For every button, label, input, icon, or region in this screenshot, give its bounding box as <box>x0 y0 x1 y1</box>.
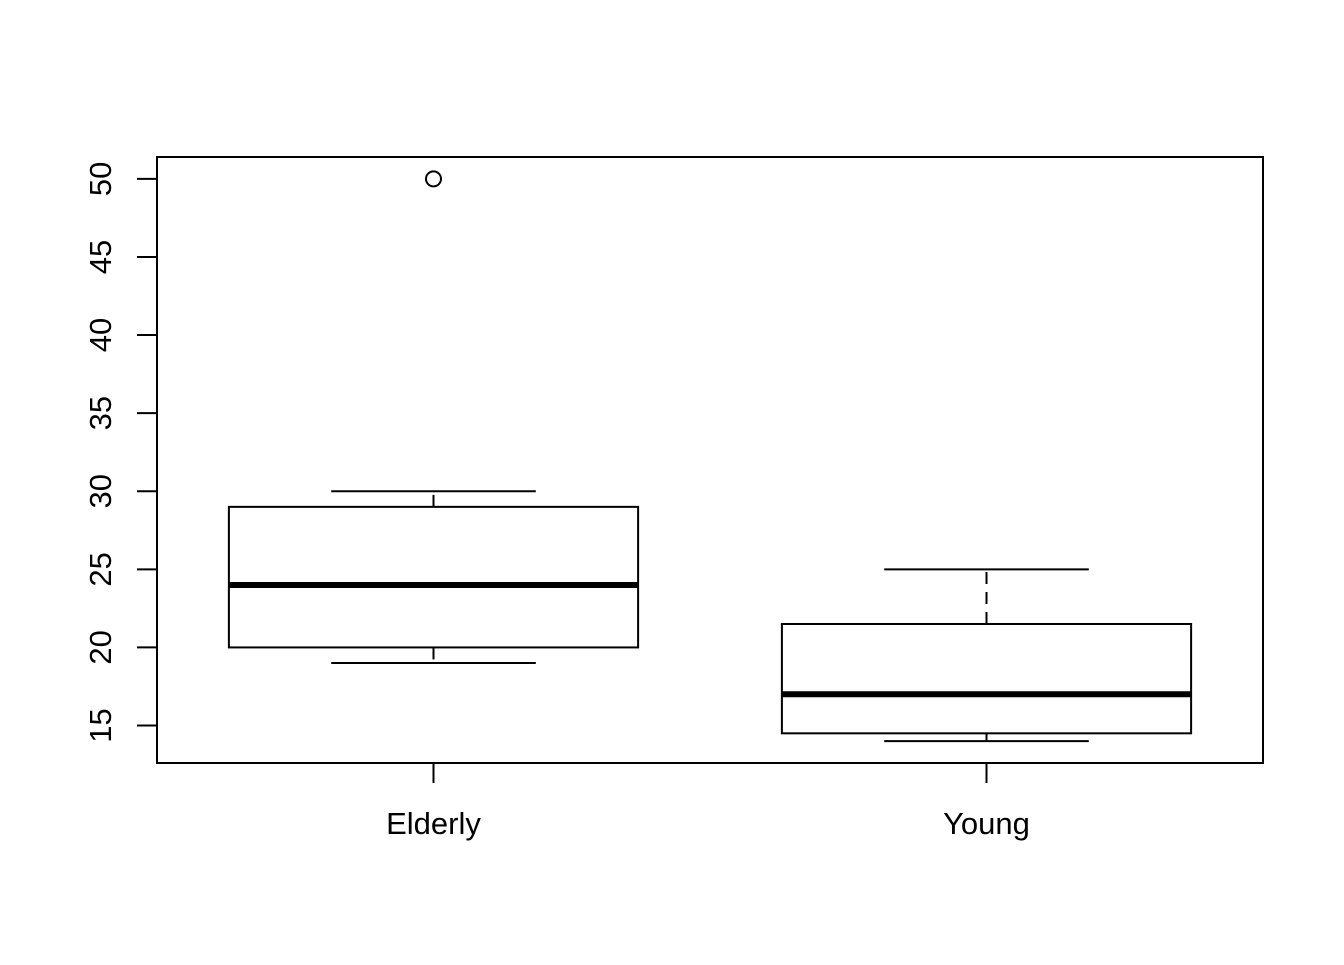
box-elderly <box>227 170 640 665</box>
x-axis: Elderly Young <box>386 763 1030 841</box>
box-young <box>780 568 1193 743</box>
box-series <box>227 170 1193 743</box>
y-tick-label: 45 <box>83 240 118 274</box>
outlier-point <box>425 170 442 188</box>
y-axis: 15 20 25 30 35 40 45 50 <box>83 162 158 743</box>
iqr-box <box>227 505 640 649</box>
y-tick-label: 35 <box>83 396 118 430</box>
x-tick-label: Elderly <box>386 806 481 841</box>
y-tick-label: 15 <box>83 708 118 742</box>
y-tick-label: 40 <box>83 318 118 352</box>
y-tick-label: 50 <box>83 162 118 196</box>
y-tick-label: 30 <box>83 474 118 508</box>
y-tick-label: 20 <box>83 630 118 664</box>
y-tick-label: 25 <box>83 552 118 586</box>
x-tick-label: Young <box>943 806 1030 841</box>
iqr-box <box>780 622 1193 735</box>
